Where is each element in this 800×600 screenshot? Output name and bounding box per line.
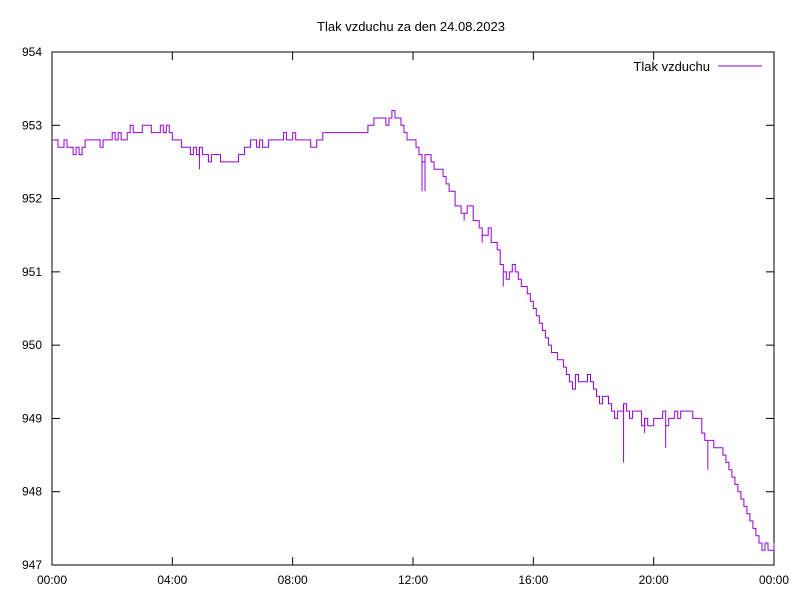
y-tick-label: 948 — [22, 485, 42, 499]
series-line — [52, 110, 775, 551]
y-tick-label: 954 — [22, 45, 42, 59]
series-layer — [52, 110, 775, 551]
x-tick-label: 00:00 — [759, 573, 789, 587]
x-tick-label: 04:00 — [157, 573, 187, 587]
x-tick-label: 08:00 — [278, 573, 308, 587]
x-tick-label: 12:00 — [398, 573, 428, 587]
y-tick-label: 951 — [22, 265, 42, 279]
y-tick-label: 952 — [22, 192, 42, 206]
y-tick-label: 950 — [22, 338, 42, 352]
x-tick-label: 00:00 — [37, 573, 67, 587]
x-tick-label: 20:00 — [639, 573, 669, 587]
chart-title: Tlak vzduchu za den 24.08.2023 — [317, 19, 505, 34]
x-tick-label: 16:00 — [518, 573, 548, 587]
y-tick-label: 949 — [22, 411, 42, 425]
y-tick-label: 953 — [22, 118, 42, 132]
legend-label: Tlak vzduchu — [633, 59, 710, 74]
y-axis: 947 948 949 950 951 952 953 954 — [22, 45, 774, 572]
legend: Tlak vzduchu — [633, 59, 762, 74]
y-tick-label: 947 — [22, 558, 42, 572]
x-axis: 00:00 04:00 08:00 12:00 16:00 20:00 00:00 — [37, 52, 789, 587]
